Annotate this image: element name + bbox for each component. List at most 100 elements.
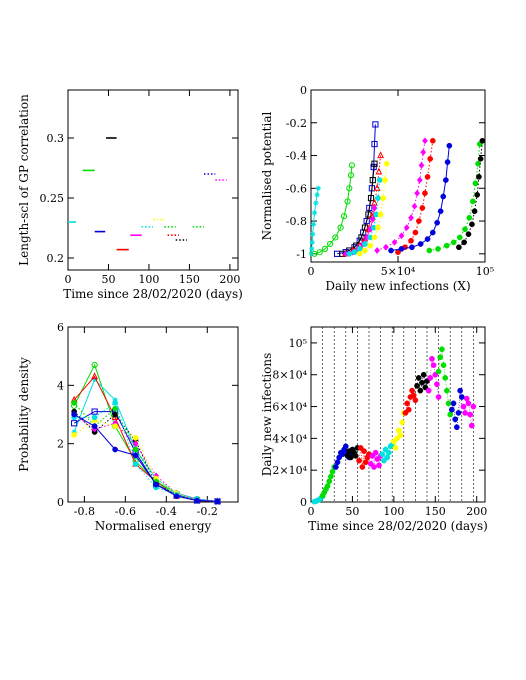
data-point	[71, 399, 77, 406]
data-point	[380, 195, 387, 201]
data-point	[352, 453, 359, 459]
data-point	[347, 454, 354, 461]
data-point	[408, 237, 414, 244]
data-point	[455, 410, 462, 416]
y-axis-label: Daily new infections	[260, 353, 274, 477]
data-point	[71, 411, 77, 418]
data-point	[416, 218, 422, 224]
data-point	[367, 195, 375, 202]
data-point	[434, 381, 440, 388]
y-tick-label: 0.2	[47, 252, 65, 265]
data-point	[376, 177, 383, 183]
data-point	[469, 221, 475, 228]
data-point	[445, 400, 452, 407]
x-tick-label: 0	[308, 505, 315, 518]
data-point	[91, 414, 98, 421]
data-point	[450, 239, 457, 246]
data-point	[453, 424, 460, 431]
data-point	[437, 208, 444, 215]
data-point	[452, 416, 459, 423]
data-point	[351, 249, 358, 256]
y-tick-label: 0.25	[40, 192, 65, 205]
x-axis-label: Time since 28/02/2020 (days)	[63, 287, 243, 301]
data-point	[468, 422, 475, 429]
data-point	[408, 214, 414, 222]
data-point	[214, 498, 221, 505]
data-point	[399, 419, 405, 426]
y-tick-label: -0.8	[286, 215, 307, 228]
data-point	[417, 387, 424, 394]
data-point	[112, 397, 118, 403]
data-point	[463, 395, 470, 402]
data-point	[327, 240, 334, 248]
data-point	[403, 224, 410, 232]
y-tick-label: 0	[300, 84, 307, 97]
data-point	[375, 195, 381, 201]
x-axis-label: Normalised energy	[95, 519, 212, 533]
data-point	[371, 160, 378, 167]
data-point	[311, 210, 318, 216]
data-point	[371, 204, 378, 212]
data-point	[372, 449, 379, 456]
data-point	[472, 180, 479, 187]
x-tick-label: -0.4	[156, 505, 177, 518]
data-point	[439, 346, 445, 353]
data-point	[462, 410, 468, 416]
y-tick-label: -0.6	[286, 182, 307, 195]
data-point	[340, 213, 348, 220]
data-point	[321, 245, 329, 252]
data-point	[457, 387, 463, 394]
y-tick-label: 4	[57, 379, 64, 392]
x-tick-label: 200	[466, 505, 487, 518]
y-tick-label: 10⁵	[289, 337, 307, 350]
data-point	[420, 371, 427, 378]
data-point	[334, 459, 341, 466]
x-tick-label: 10⁵	[476, 265, 494, 278]
x-tick-label: 150	[179, 273, 200, 286]
data-point	[429, 137, 436, 144]
data-point	[435, 394, 442, 400]
y-tick-label: 2	[57, 438, 64, 451]
data-point	[332, 234, 339, 241]
data-point	[91, 423, 98, 430]
data-point	[470, 403, 477, 410]
data-point	[382, 243, 389, 251]
data-point	[348, 162, 355, 169]
data-point	[465, 231, 472, 238]
y-tick-label: -0.4	[286, 150, 307, 163]
data-point	[132, 446, 139, 453]
x-tick-label: 100	[138, 273, 159, 286]
data-point	[376, 462, 382, 469]
series-line	[73, 414, 218, 502]
data-point	[398, 232, 405, 240]
plot-frame	[310, 326, 486, 503]
data-point	[377, 211, 384, 218]
data-point	[362, 459, 369, 466]
data-point	[362, 247, 368, 254]
data-point	[346, 250, 353, 257]
x-tick-label: -0.6	[115, 505, 136, 518]
data-point	[375, 167, 383, 175]
data-point	[347, 172, 355, 179]
data-point	[447, 411, 454, 418]
series-line	[314, 165, 353, 255]
y-tick-label: 0	[57, 496, 64, 509]
data-point	[91, 372, 99, 380]
data-point	[313, 200, 319, 206]
data-point	[412, 229, 419, 236]
y-axis-label: Normalised potential	[260, 112, 274, 241]
data-point	[410, 392, 417, 399]
data-point	[315, 185, 321, 191]
data-point	[314, 192, 320, 198]
x-tick-label: 0	[65, 273, 72, 286]
x-tick-label: 0	[308, 265, 315, 278]
data-point	[418, 161, 425, 169]
data-point	[346, 185, 353, 192]
data-point	[392, 445, 399, 451]
data-point	[469, 198, 476, 205]
data-point	[373, 184, 381, 191]
data-point	[419, 379, 425, 386]
data-point	[429, 229, 436, 236]
data-point	[419, 205, 426, 211]
